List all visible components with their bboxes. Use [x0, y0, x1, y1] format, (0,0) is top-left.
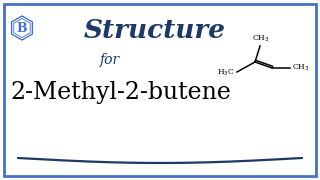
Text: B: B [17, 21, 27, 35]
Text: H$_3$C: H$_3$C [217, 68, 235, 78]
Text: for: for [100, 53, 120, 67]
Text: 2-Methyl-2-butene: 2-Methyl-2-butene [10, 80, 231, 104]
Text: CH$_3$: CH$_3$ [252, 33, 270, 44]
Text: Structure: Structure [84, 17, 226, 42]
Text: CH$_3$: CH$_3$ [292, 63, 309, 73]
